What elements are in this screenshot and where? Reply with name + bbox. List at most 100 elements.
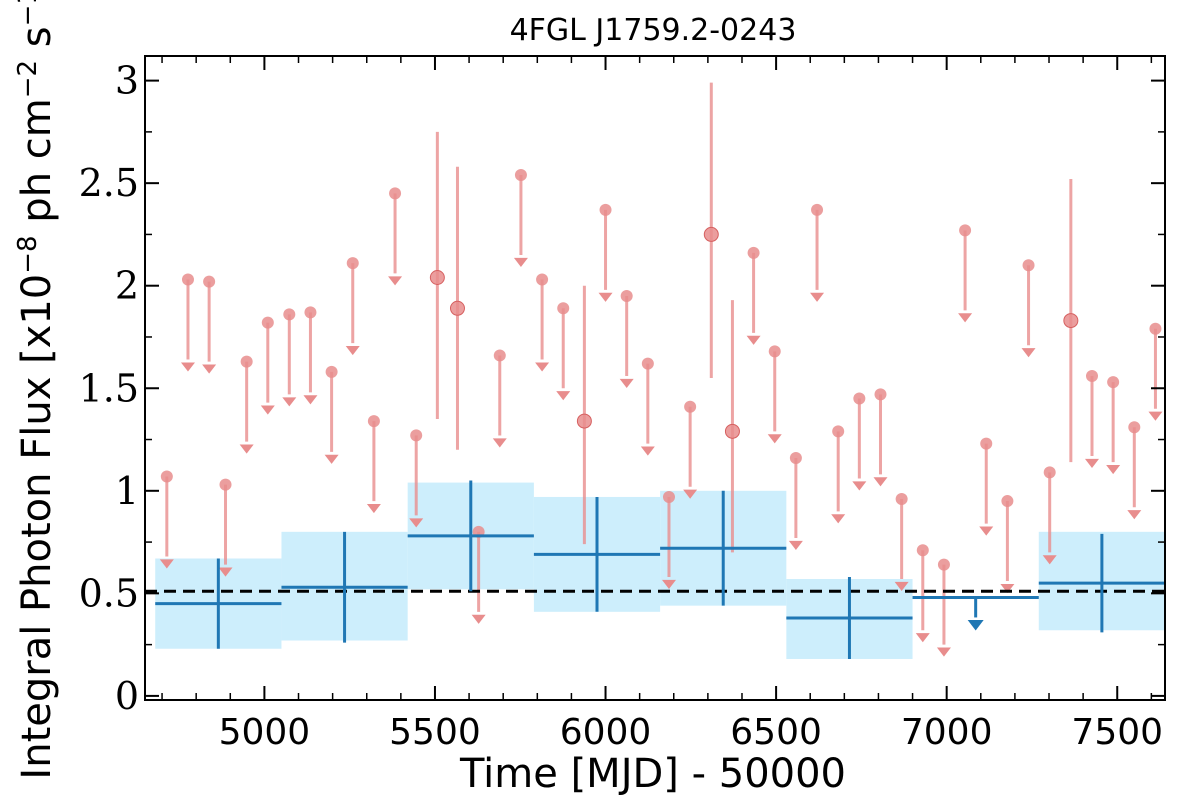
short-bin-upper-limit-arrow (936, 647, 951, 657)
short-bin-upper-limit-arrow (894, 581, 909, 592)
short-bin-upper-limit-arrow (345, 346, 360, 356)
short-bin-upper-limit-point (240, 355, 253, 368)
short-bin-upper-limit-arrow (619, 378, 634, 388)
short-bin-upper-limit-arrow (873, 477, 888, 487)
short-bin-upper-limit-arrow (1021, 348, 1036, 358)
short-bin-upper-limit-point (832, 425, 845, 438)
short-bin-upper-limit-point (1149, 322, 1162, 335)
short-bin-upper-limit-point (1022, 259, 1035, 272)
short-bin-upper-limit-point (1043, 466, 1056, 479)
short-bin-upper-limit-arrow (366, 503, 381, 514)
short-bin-upper-limit-point (937, 558, 950, 571)
short-bin-upper-limit-point (980, 437, 993, 450)
y-tick-label: 0.5 (79, 571, 139, 615)
short-bin-upper-limit-arrow (471, 614, 486, 624)
short-bin-upper-limit-arrow (282, 397, 297, 407)
short-bin-upper-limit-point (874, 388, 887, 401)
short-bin-upper-limit-arrow (159, 559, 174, 569)
short-bin-upper-limit-point (959, 224, 972, 237)
short-bin-upper-limit-arrow (388, 276, 403, 286)
short-bin-upper-limit-arrow (746, 335, 761, 345)
short-bin-upper-limit-arrow (1084, 458, 1099, 468)
short-bin-point (429, 270, 445, 286)
short-bin-upper-limit-arrow (640, 446, 655, 456)
x-tick-label: 6000 (560, 712, 652, 753)
short-bin-upper-limit-arrow (810, 292, 825, 302)
short-bin-upper-limit-arrow (409, 518, 424, 528)
short-bin-point (724, 423, 740, 439)
x-axis-label: Time [MJD] - 50000 (459, 751, 846, 797)
short-bin-upper-limit-point (283, 308, 296, 321)
short-bin-upper-limit-arrow (958, 313, 973, 323)
short-bin-upper-limit-arrow (831, 514, 846, 524)
short-bin-upper-limit-point (684, 400, 697, 413)
short-bin-upper-limit-point (410, 429, 423, 442)
short-bin-upper-limit-arrow (239, 444, 254, 454)
short-bin-upper-limit-arrow (202, 364, 217, 374)
short-bin-point (576, 413, 592, 429)
x-tick-label: 6500 (730, 712, 822, 753)
short-bin-upper-limit-arrow (767, 434, 782, 444)
short-bin-upper-limit-point (641, 357, 654, 370)
short-bin-upper-limit-arrow (979, 526, 994, 536)
short-bin-point (1063, 313, 1079, 329)
short-bin-upper-limit-arrow (535, 362, 550, 372)
short-bin-upper-limit-point (1001, 495, 1014, 508)
axis-ticks: 5000 5500 6000 6500 7000 7500 0 0.5 1 1.5 2 2.5 3 (79, 56, 1165, 753)
short-bin-upper-limit-arrow (1000, 583, 1015, 594)
short-bin-upper-limit-arrow (683, 489, 698, 499)
short-bin-upper-limit-point (1128, 421, 1141, 434)
short-bin-upper-limit-point (203, 275, 216, 288)
short-bin-upper-limit-arrow (513, 257, 528, 267)
short-bin-upper-limit-arrow (260, 405, 275, 415)
y-tick-label: 3 (115, 59, 139, 103)
short-bin-upper-limit-point (514, 168, 527, 181)
short-bin-upper-limit-point (747, 246, 760, 259)
short-bin-upper-limit-arrow (492, 438, 507, 448)
y-tick-label: 2.5 (79, 161, 139, 205)
long-bin-upper-limit-arrow (967, 620, 984, 631)
short-bin-upper-limit-arrow (788, 540, 803, 550)
y-tick-label: 2 (115, 264, 139, 308)
short-bin-upper-limit-point (599, 203, 612, 216)
short-bin-upper-limit-point (261, 316, 274, 329)
short-bin-upper-limit-point (536, 273, 549, 286)
short-bin-upper-limit-arrow (324, 454, 339, 464)
short-bin-upper-limit-arrow (1127, 510, 1142, 520)
short-bin-upper-limit-point (1107, 376, 1120, 389)
short-bin-upper-limit-point (1085, 369, 1098, 382)
x-tick-label: 5000 (219, 712, 311, 753)
short-bin-upper-limit-point (811, 203, 824, 216)
short-bin-upper-limit-point (325, 365, 338, 378)
short-bin-upper-limit-arrow (218, 567, 233, 577)
short-bin-upper-limit-point (853, 392, 866, 405)
short-bin-upper-limit-arrow (915, 633, 930, 643)
short-bin-upper-limit-point (367, 415, 380, 428)
short-bin-point (703, 226, 719, 242)
short-bin-upper-limit-arrow (1106, 465, 1121, 475)
y-axis-label: Integral Photon Flux [x10−8 ph cm−2 s−1] (13, 0, 60, 780)
short-bin-upper-limit-point (493, 349, 506, 362)
short-bin-upper-limit-point (219, 478, 232, 491)
short-bin-upper-limit-arrow (661, 579, 676, 589)
short-bin-upper-limit-point (662, 490, 675, 503)
short-bin-upper-limit-arrow (1042, 555, 1057, 565)
x-tick-label: 7500 (1071, 712, 1163, 753)
short-bin-upper-limit-arrow (556, 391, 571, 401)
x-tick-label: 5500 (389, 712, 481, 753)
short-bin-upper-limit-point (895, 493, 908, 506)
short-bin-upper-limit-arrow (303, 395, 318, 405)
short-bin-upper-limit-point (181, 273, 194, 286)
short-bin-upper-limit-point (789, 451, 802, 464)
short-bin-upper-limit-point (304, 306, 317, 319)
y-tick-label: 1.5 (79, 366, 139, 410)
short-bin-upper-limit-point (160, 470, 173, 483)
y-tick-label: 1 (115, 469, 139, 513)
short-bin-upper-limit-arrow (852, 481, 867, 491)
short-bin-upper-limit-arrow (180, 362, 195, 372)
short-bin-upper-limit-point (389, 187, 402, 200)
plot-area (145, 82, 1165, 659)
short-bin-upper-limit-point (620, 289, 633, 302)
short-bin-upper-limit-point (916, 544, 929, 557)
